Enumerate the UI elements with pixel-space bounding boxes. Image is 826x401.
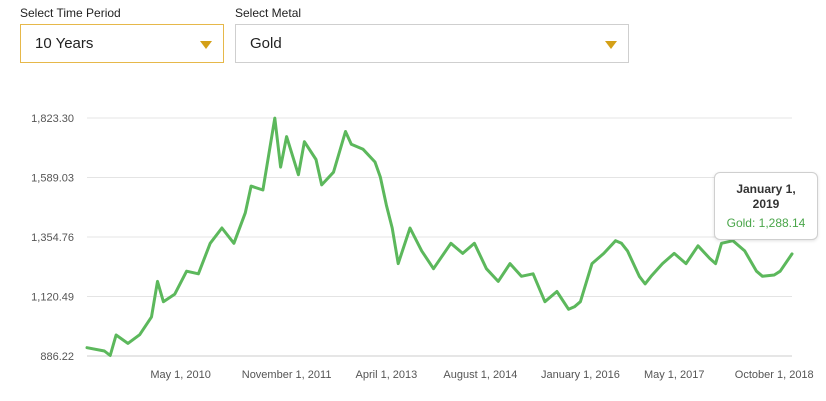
- x-tick-label: May 1, 2010: [150, 369, 211, 381]
- x-tick-label: January 1, 2016: [541, 369, 620, 381]
- time-period-label: Select Time Period: [20, 6, 121, 20]
- metal-selector: Select Metal Gold: [235, 6, 629, 63]
- y-tick-label: 1,354.76: [31, 232, 74, 244]
- y-tick-label: 1,823.30: [31, 113, 74, 125]
- caret-down-icon: [200, 41, 212, 49]
- x-tick-label: November 1, 2011: [242, 369, 332, 381]
- metal-value: Gold: [250, 35, 282, 52]
- caret-down-icon: [605, 41, 617, 49]
- x-tick-label: April 1, 2013: [356, 369, 418, 381]
- time-period-selector: Select Time Period 10 Years: [20, 6, 224, 63]
- tooltip-date: January 1, 2019: [736, 182, 796, 211]
- metal-label: Select Metal: [235, 6, 302, 20]
- x-tick-label: August 1, 2014: [443, 369, 517, 381]
- chart-gridlines: [87, 117, 792, 357]
- y-tick-label: 1,120.49: [31, 292, 74, 304]
- metal-dropdown[interactable]: Gold: [235, 24, 629, 63]
- series-line-gold[interactable]: [85, 116, 794, 357]
- y-tick-label: 886.22: [40, 351, 74, 363]
- time-period-dropdown[interactable]: 10 Years: [20, 24, 224, 63]
- tooltip-value: Gold: 1,288.14: [726, 216, 806, 230]
- x-tick-label: May 1, 2017: [644, 369, 705, 381]
- y-axis-ticks: 886.22 1,120.49 1,354.76 1,589.03 1,823.30: [31, 113, 74, 363]
- x-axis-ticks: May 1, 2010 November 1, 2011 April 1, 2013…: [150, 369, 813, 381]
- y-tick-label: 1,589.03: [31, 173, 74, 185]
- time-period-value: 10 Years: [35, 35, 94, 52]
- x-tick-label: October 1, 2018: [735, 369, 814, 381]
- chart-tooltip: January 1, 2019 Gold: 1,288.14: [714, 172, 818, 240]
